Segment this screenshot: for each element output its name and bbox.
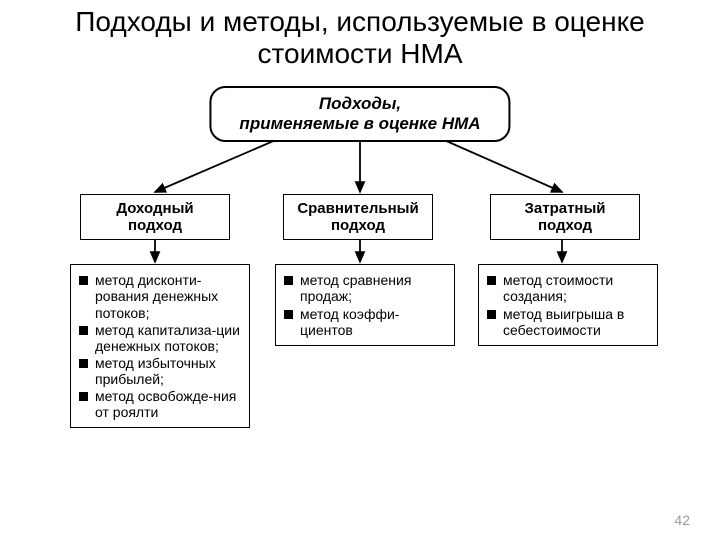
method-text: метод дисконти-рования денежных потоков; [95, 272, 241, 320]
method-item: метод капитализа-ции денежных потоков; [79, 322, 241, 354]
approach-box-comparative: Сравнительный подход [283, 194, 433, 240]
approach-label: Доходный [87, 200, 223, 217]
bullet-icon [79, 392, 88, 401]
slide: Подходы и методы, используемые в оценке … [0, 0, 720, 540]
bullet-icon [487, 310, 496, 319]
bullet-icon [79, 359, 88, 368]
method-text: метод стоимости создания; [503, 272, 649, 304]
approach-label: Сравнительный [290, 200, 426, 217]
approach-box-income: Доходный подход [80, 194, 230, 240]
methods-box-income: метод дисконти-рования денежных потоков;… [70, 264, 250, 428]
methods-box-cost: метод стоимости создания;метод выигрыша … [478, 264, 658, 345]
bullet-icon [284, 276, 293, 285]
method-item: метод выигрыша в себестоимости [487, 306, 649, 338]
slide-title: Подходы и методы, используемые в оценке … [0, 0, 720, 74]
method-item: метод стоимости создания; [487, 272, 649, 304]
method-text: метод капитализа-ции денежных потоков; [95, 322, 241, 354]
approach-label: подход [497, 217, 633, 234]
method-item: метод коэффи-циентов [284, 306, 446, 338]
method-text: метод освобожде-ния от роялти [95, 388, 241, 420]
method-item: метод избыточных прибылей; [79, 355, 241, 387]
bullet-icon [79, 276, 88, 285]
method-text: метод сравнения продаж; [300, 272, 446, 304]
approach-label: подход [290, 217, 426, 234]
method-item: метод освобожде-ния от роялти [79, 388, 241, 420]
root-line2: применяемые в оценке НМА [239, 114, 480, 134]
approach-box-cost: Затратный подход [490, 194, 640, 240]
root-node: Подходы, применяемые в оценке НМА [209, 86, 510, 142]
method-item: метод дисконти-рования денежных потоков; [79, 272, 241, 320]
approach-label: подход [87, 217, 223, 234]
bullet-icon [487, 276, 496, 285]
approach-label: Затратный [497, 200, 633, 217]
diagram: Подходы, применяемые в оценке НМА Доходн… [0, 74, 720, 504]
method-item: метод сравнения продаж; [284, 272, 446, 304]
page-number: 42 [674, 512, 690, 528]
bullet-icon [79, 326, 88, 335]
bullet-icon [284, 310, 293, 319]
methods-box-comparative: метод сравнения продаж;метод коэффи-циен… [275, 264, 455, 345]
root-line1: Подходы, [239, 94, 480, 114]
method-text: метод выигрыша в себестоимости [503, 306, 649, 338]
method-text: метод коэффи-циентов [300, 306, 446, 338]
method-text: метод избыточных прибылей; [95, 355, 241, 387]
